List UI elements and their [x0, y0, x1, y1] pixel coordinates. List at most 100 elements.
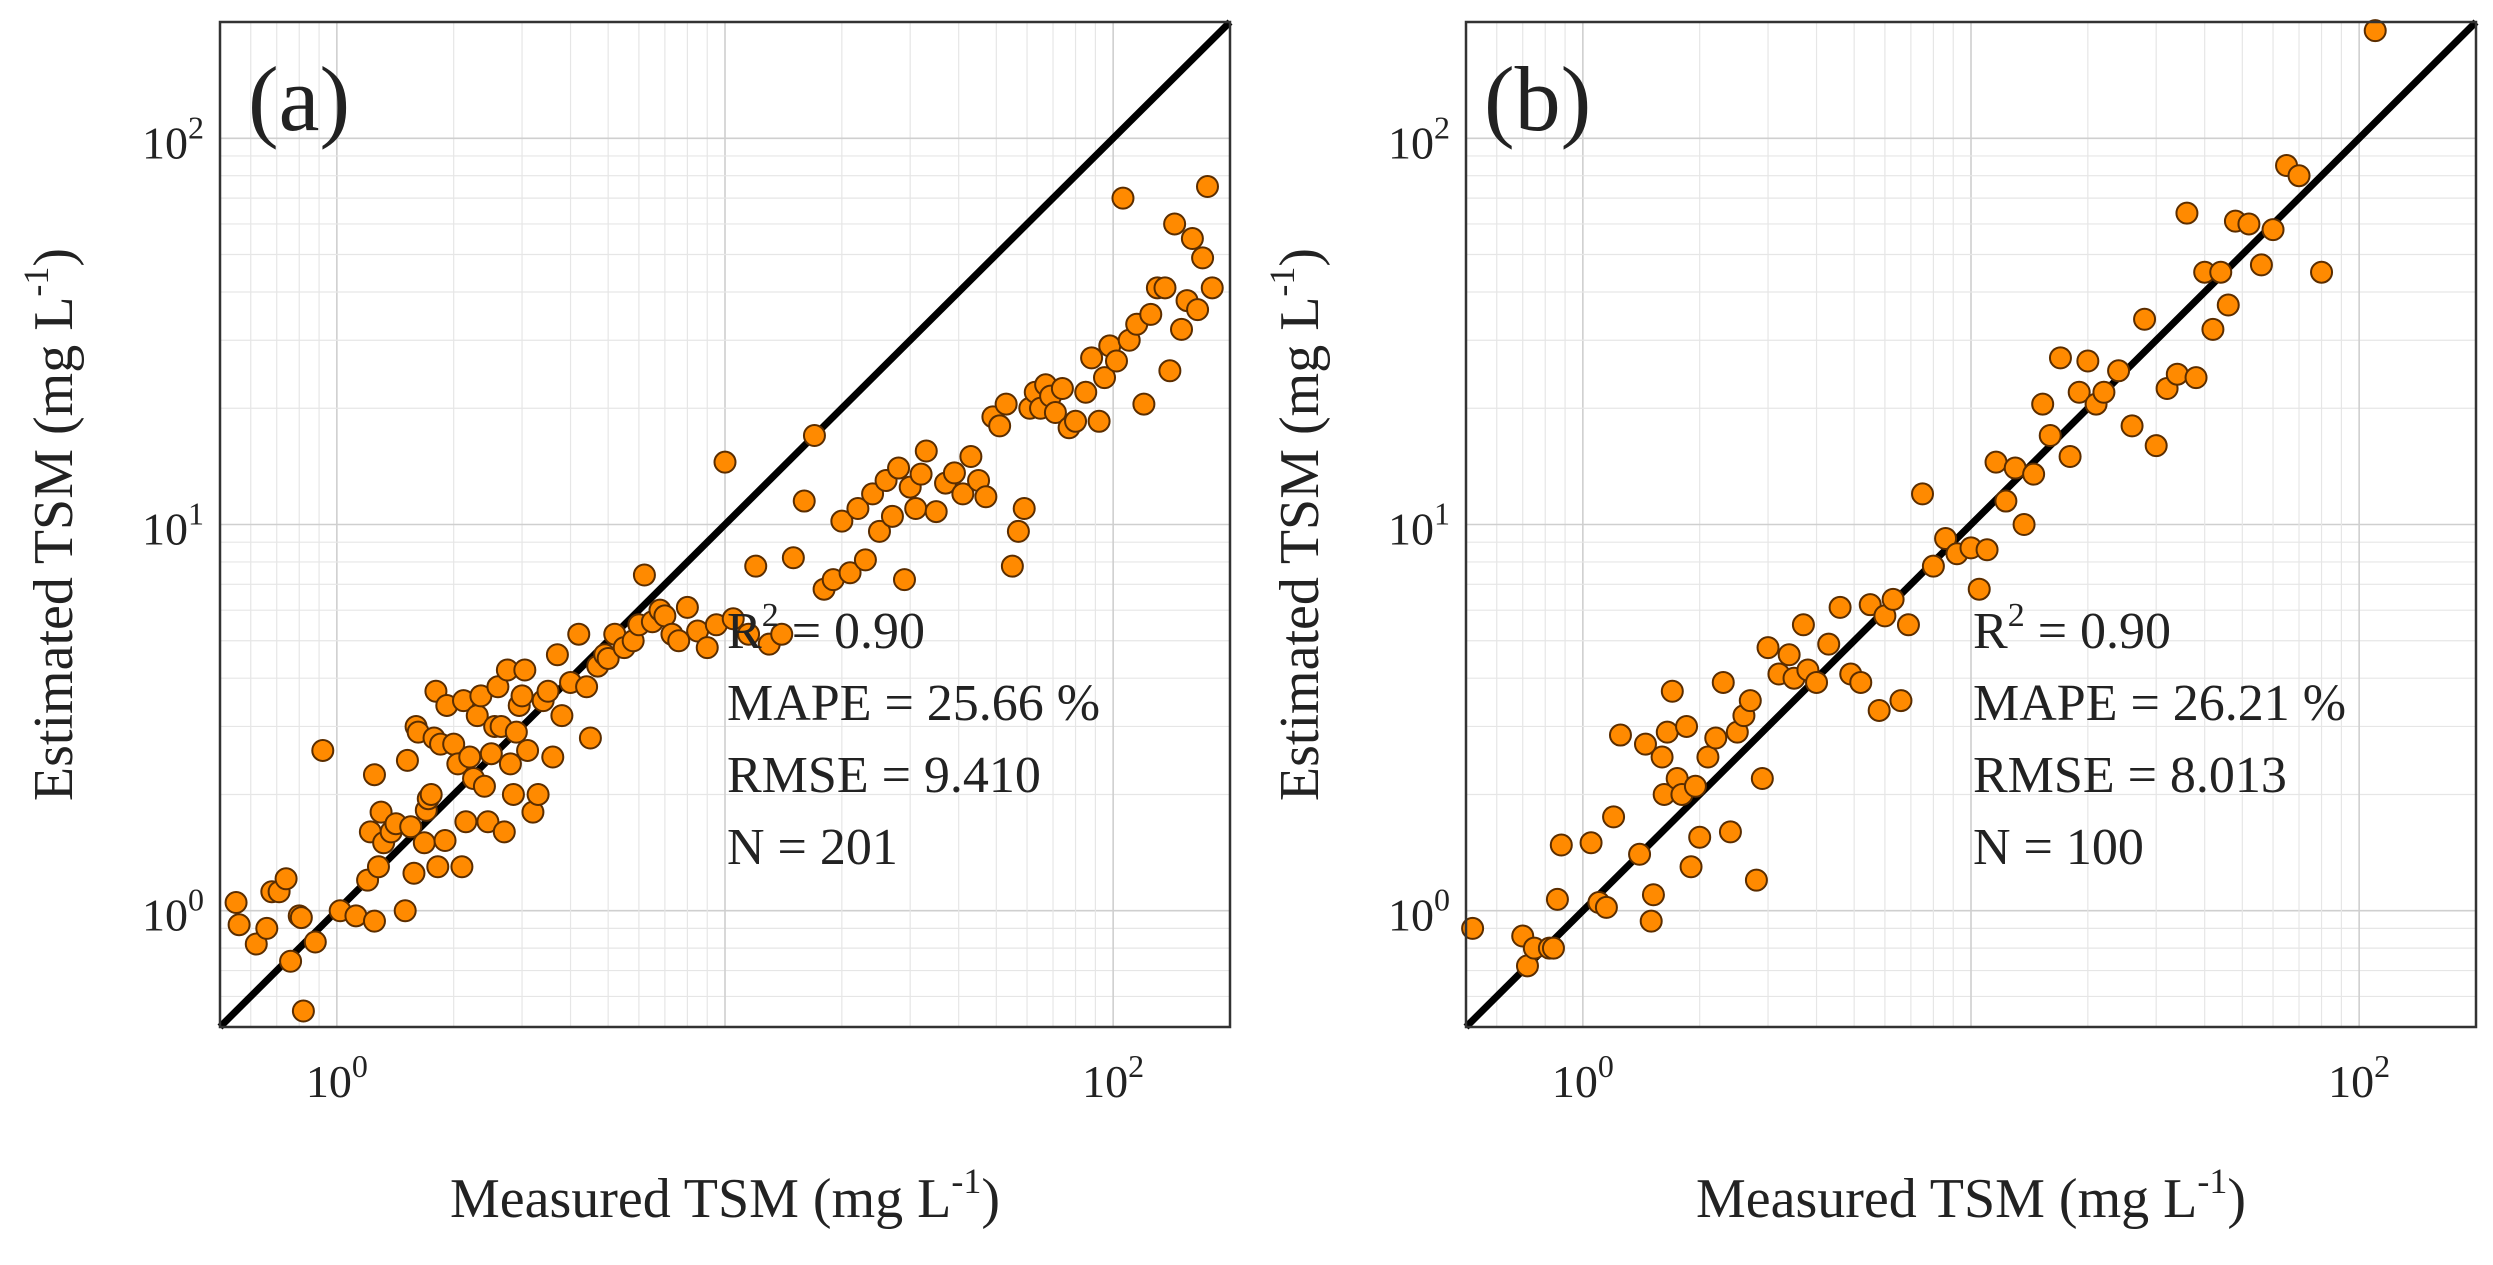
panel-a-data-point: [1163, 212, 1187, 236]
panel-a-data-point: [951, 482, 975, 506]
panel-a-data-point: [362, 763, 386, 787]
panel-a-data-point: [224, 891, 248, 915]
panel-b-x-axis-title: Measured TSM (mg L-1): [1696, 1161, 2246, 1230]
panel-a-data-point: [289, 906, 313, 930]
panel-b-y-tick-label: 100: [1388, 882, 1450, 941]
panel-a-data-point: [362, 909, 386, 933]
panel-b-data-point: [1828, 595, 1852, 619]
panel-a-x-axis-title: Measured TSM (mg L-1): [450, 1161, 1000, 1230]
panel-b-x-tick-label: 100: [1552, 1048, 1614, 1107]
panel-a-data-point: [1006, 519, 1030, 543]
panel-a-data-point: [675, 595, 699, 619]
panel-a-data-point: [501, 782, 525, 806]
panel-b-data-point: [1602, 805, 1626, 829]
panel-b-data-point: [1545, 887, 1569, 911]
panel-a-data-point: [909, 462, 933, 486]
panel-a-data-point: [513, 658, 537, 682]
panel-b-data-point: [2165, 362, 2189, 386]
panel-b-data-point: [2076, 349, 2100, 373]
panel-a-data-point: [303, 930, 327, 954]
panel-b-data-point: [1628, 842, 1652, 866]
panel-b-data-point: [2261, 218, 2285, 242]
panel-b-data-point: [1541, 936, 1565, 960]
panel-a-data-point: [974, 485, 998, 509]
panel-b-data-point: [1579, 831, 1603, 855]
panel-b-y-tick-label: 101: [1388, 496, 1450, 555]
panel-a-x-tick-label: 100: [306, 1048, 368, 1107]
panel-b-y-axis-title: Estimated TSM (mg L-1): [1262, 248, 1331, 801]
panel-a-one-to-one-line: [217, 19, 1233, 1030]
panel-a-y-ticks: 100 101 102: [142, 109, 204, 940]
panel-b: 100 102 100 101 102 (b) R2 = 0.90 MAPE = 26…: [1262, 19, 2479, 1230]
panel-a-data-point: [1043, 400, 1067, 424]
panel-a-axes-frame: [218, 20, 1232, 1029]
panel-b-data-point: [1738, 689, 1762, 713]
panel-a-data-point: [545, 643, 569, 667]
panel-a-data-point: [744, 554, 768, 578]
panel-b-data-point: [1718, 820, 1742, 844]
panel-a-data-point: [1000, 554, 1024, 578]
panel-a-data-point: [988, 414, 1012, 438]
panel-b-data-point: [2133, 307, 2157, 331]
panel-a-data-point: [880, 504, 904, 528]
panel-a-data-point: [395, 748, 419, 772]
panel-b-x-ticks: 100 102: [1552, 1048, 2390, 1107]
panel-a-data-point: [526, 782, 550, 806]
panel-b-data-point: [2031, 392, 2055, 416]
panel-a-data-point: [667, 629, 691, 653]
panel-b-data-point: [1650, 745, 1674, 769]
panel-a-data-point: [924, 500, 948, 524]
panel-b-data-point: [2310, 260, 2334, 284]
panel-b-data-point: [1756, 636, 1780, 660]
panel-b-data-point: [2067, 380, 2091, 404]
panel-a-data-point: [1180, 227, 1204, 251]
panel-a-data-point: [311, 738, 335, 762]
panel-a-data-point: [541, 745, 565, 769]
panel-a-y-tick-label: 100: [142, 882, 204, 941]
panel-a-data-point: [632, 563, 656, 587]
panel-a-data-point: [393, 899, 417, 923]
panel-a-data-point: [536, 679, 560, 703]
panel-b-data-point: [1911, 482, 1935, 506]
panel-a-data-point: [1064, 409, 1088, 433]
panel-b-data-point: [1683, 774, 1707, 798]
panel-b-data-point: [1704, 726, 1728, 750]
panel-a-data-point: [567, 622, 591, 646]
panel-a-data-point: [1200, 276, 1224, 300]
panel-a-data-point: [1080, 346, 1104, 370]
panel-a-data-point: [578, 726, 602, 750]
panel-b-data-point: [1896, 613, 1920, 637]
panel-a-data-point: [1191, 246, 1215, 270]
panel-b-data-point: [1881, 587, 1905, 611]
panel-b-data-point: [1639, 909, 1663, 933]
panel-a-data-point: [1050, 376, 1074, 400]
panel-a-data-point: [516, 738, 540, 762]
panel-b-data-point: [2201, 317, 2225, 341]
panel-a-data-point: [1186, 298, 1210, 322]
panel-a-data-point: [419, 782, 443, 806]
panel-b-y-tick-label: 102: [1388, 109, 1450, 168]
panel-a-data-point: [433, 828, 457, 852]
panel-b-axes-frame: [1464, 20, 2478, 1029]
panel-b-data-point: [1641, 883, 1665, 907]
panel-b-data-point: [2022, 462, 2046, 486]
panel-a-data-point: [853, 548, 877, 572]
panel-b-data-point: [1921, 554, 1945, 578]
panel-a-data-point: [399, 815, 423, 839]
panel-b-y-ticks: 100 101 102: [1388, 109, 1450, 940]
panel-b-data-point: [1688, 825, 1712, 849]
panel-b-data-point: [2209, 260, 2233, 284]
panel-a-data-point: [1012, 497, 1036, 521]
panel-b-data-point: [1934, 526, 1958, 550]
panel-b-data-point: [2048, 346, 2072, 370]
panel-a-data-point: [914, 439, 938, 463]
panel-a-data-point: [476, 810, 500, 834]
panel-b-data-point: [2144, 434, 2168, 458]
panel-b-data-point: [1791, 613, 1815, 637]
panel-b-data-point: [2120, 414, 2144, 438]
panel-b-data-point: [1889, 689, 1913, 713]
panel-b-r2: R2 = 0.90: [1973, 597, 2171, 660]
panel-b-data-point: [1633, 732, 1657, 756]
panel-a-data-point: [412, 831, 436, 855]
panel-a-data-point: [838, 561, 862, 585]
